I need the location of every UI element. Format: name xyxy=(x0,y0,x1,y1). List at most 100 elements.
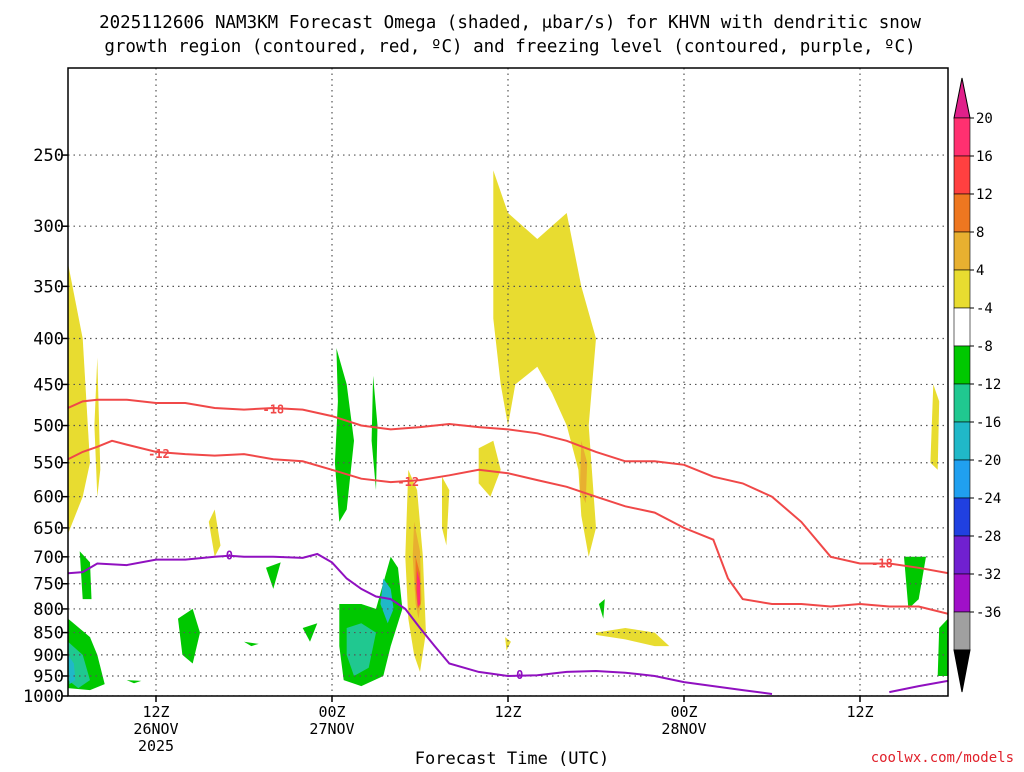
colorbar-label: -8 xyxy=(976,339,993,355)
omega-shaded-region xyxy=(79,551,92,600)
omega-shaded-region xyxy=(579,440,588,504)
y-tick-label: 250 xyxy=(33,146,64,166)
colorbar-label: -32 xyxy=(976,567,1001,583)
y-tick-label: 450 xyxy=(33,375,64,395)
dgz-contour-red xyxy=(68,439,948,615)
contour-label: 0 xyxy=(516,668,523,682)
plot-area: -18 -18 -12 -12 0 0 xyxy=(67,67,949,697)
colorbar-label: -12 xyxy=(976,377,1001,393)
colorbar-label: -16 xyxy=(976,415,1001,431)
y-tick-label: 350 xyxy=(33,277,64,297)
omega-shaded-region xyxy=(904,556,926,609)
omega-shaded-region xyxy=(178,608,200,664)
x-tick-label: 26NOV xyxy=(133,720,178,738)
contour-label: -18 xyxy=(262,403,284,417)
omega-shaded-region xyxy=(94,357,101,497)
omega-shaded-region xyxy=(493,170,596,557)
colorbar-swatch xyxy=(953,459,971,499)
omega-shaded-region xyxy=(930,384,940,470)
y-tick-label: 800 xyxy=(33,600,64,620)
title-line-1: 2025112606 NAM3KM Forecast Omega (shaded… xyxy=(99,13,921,33)
title-line-2: growth region (contoured, red, ºC) and f… xyxy=(104,37,915,57)
colorbar-legend: 20 16 12 8 4 -4 -8 -12 -16 -20 -24 -28 -32 -36 xyxy=(953,77,1001,693)
colorbar-swatch xyxy=(953,421,971,461)
freezing-level-contour xyxy=(889,679,948,694)
x-tick-label: 2025 xyxy=(138,737,174,755)
colorbar-label: -20 xyxy=(976,453,1001,469)
omega-shaded-region xyxy=(478,440,501,497)
omega-shaded-region xyxy=(68,654,76,685)
x-axis-label: Forecast Time (UTC) xyxy=(415,749,609,768)
colorbar-label: -36 xyxy=(976,605,1001,621)
y-tick-label: 300 xyxy=(33,217,64,237)
colorbar-bottom-arrow xyxy=(953,649,971,693)
contour-label: -12 xyxy=(148,447,170,461)
contour-label: 0 xyxy=(226,549,233,563)
colorbar-label: 4 xyxy=(976,263,984,279)
colorbar-swatch xyxy=(953,497,971,537)
y-tick-label: 400 xyxy=(33,329,64,349)
contour-label: -12 xyxy=(397,475,419,489)
omega-shaded-region xyxy=(937,618,948,676)
omega-shaded-region xyxy=(339,556,403,687)
y-tick-label: 700 xyxy=(33,548,64,568)
y-tick-label: 650 xyxy=(33,519,64,539)
omega-shaded-region xyxy=(68,263,90,534)
colorbar-swatch xyxy=(953,345,971,385)
colorbar-label: -4 xyxy=(976,301,993,317)
freezing-level-contour xyxy=(68,552,773,695)
omega-shaded-region xyxy=(442,476,450,546)
omega-shaded-region xyxy=(596,628,670,647)
y-axis: 2503003504004505005506006507007508008509… xyxy=(23,146,68,707)
colorbar-swatch xyxy=(953,383,971,423)
x-tick-label: 12Z xyxy=(494,703,521,721)
colorbar-label: -28 xyxy=(976,529,1001,545)
plot-content: -18 -18 -12 -12 0 0 xyxy=(68,68,948,696)
colorbar-label: 16 xyxy=(976,149,993,165)
colorbar-label: -24 xyxy=(976,491,1001,507)
y-tick-label: 600 xyxy=(33,488,64,508)
omega-shaded-region xyxy=(126,680,142,684)
colorbar-swatch xyxy=(953,231,971,271)
colorbar-label: 20 xyxy=(976,111,993,127)
x-tick-label: 12Z xyxy=(142,703,169,721)
y-tick-label: 750 xyxy=(33,575,64,595)
colorbar-swatch xyxy=(953,535,971,575)
omega-shaded-region xyxy=(334,348,354,522)
omega-shaded-region xyxy=(208,509,221,557)
colorbar-swatch xyxy=(953,307,971,347)
colorbar-swatch xyxy=(953,193,971,233)
y-tick-label: 500 xyxy=(33,417,64,437)
omega-shaded-region xyxy=(505,637,511,651)
chart-title: 2025112606 NAM3KM Forecast Omega (shaded… xyxy=(99,13,921,57)
x-tick-label: 00Z xyxy=(670,703,697,721)
omega-shaded-region xyxy=(266,562,281,589)
y-tick-label: 950 xyxy=(33,667,64,687)
colorbar-swatch xyxy=(953,611,971,651)
colorbar-swatch xyxy=(953,155,971,195)
omega-shaded-region xyxy=(416,570,420,607)
y-tick-label: 1000 xyxy=(23,687,64,707)
omega-shaded-region xyxy=(371,375,378,491)
colorbar-swatch xyxy=(953,117,971,157)
dgz-contour-red xyxy=(68,398,948,575)
x-tick-label: 00Z xyxy=(318,703,345,721)
omega-shaded-region xyxy=(380,578,394,624)
omega-shaded-region xyxy=(244,641,259,647)
colorbar-label: 8 xyxy=(976,225,984,241)
x-tick-label: 27NOV xyxy=(309,720,354,738)
colorbar-swatch xyxy=(953,573,971,613)
y-tick-label: 550 xyxy=(33,454,64,474)
contour-label: -18 xyxy=(871,556,893,570)
y-tick-label: 850 xyxy=(33,624,64,644)
colorbar-label: 12 xyxy=(976,187,993,203)
y-tick-label: 900 xyxy=(33,646,64,666)
colorbar-top-arrow xyxy=(953,77,971,119)
omega-shaded-region xyxy=(346,623,376,676)
colorbar-swatch xyxy=(953,269,971,309)
x-tick-label: 12Z xyxy=(846,703,873,721)
credit-text: coolwx.com/models xyxy=(871,750,1014,766)
